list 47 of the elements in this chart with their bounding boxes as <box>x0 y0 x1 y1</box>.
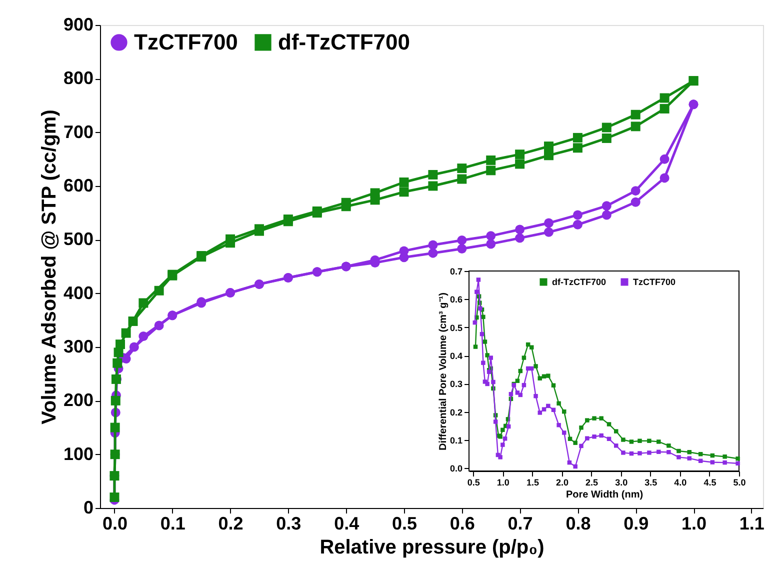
x-tick-label: 2.5 <box>586 478 598 488</box>
x-tick-label: 0.3 <box>276 514 302 534</box>
y-tick-label: 700 <box>63 122 94 142</box>
y-tick-label: 0 <box>83 498 94 518</box>
x-tick-label: 0.9 <box>624 514 649 534</box>
y-tick-label: 500 <box>63 229 94 250</box>
x-tick-label: 5.0 <box>733 478 746 488</box>
y-tick-label: 200 <box>63 390 94 410</box>
y-tick-label: 600 <box>63 176 94 196</box>
y-tick-label: 0.1 <box>450 436 462 446</box>
y-tick-label: 0.5 <box>450 322 462 333</box>
x-tick-label: 0.2 <box>218 514 244 534</box>
legend-label: TzCTF700 <box>134 29 238 54</box>
x-tick-label: 0.1 <box>160 514 186 534</box>
x-tick-label: 0.5 <box>392 514 418 534</box>
x-tick-label: 1.1 <box>739 514 764 534</box>
x-tick-label: 3.0 <box>615 478 628 488</box>
y-tick-label: 900 <box>63 14 94 34</box>
y-tick-label: 0.6 <box>450 294 462 305</box>
y-tick-label: 0.7 <box>450 266 462 276</box>
y-tick-label: 800 <box>63 68 94 88</box>
x-tick-label: 2.0 <box>556 478 569 488</box>
legend-label: df-TzCTF700 <box>552 276 606 287</box>
y-tick-label: 0.2 <box>450 407 462 418</box>
x-tick-label: 1.0 <box>682 514 707 534</box>
x-tick-label: 3.5 <box>644 478 658 488</box>
x-tick-label: 1.5 <box>526 478 539 488</box>
y-tick-label: 0.4 <box>450 351 462 362</box>
y-tick-label: 0.3 <box>450 379 462 390</box>
legend-label: df-TzCTF700 <box>278 29 410 54</box>
y-axis-title: Volume Adsorbed @ STP (cc/gm) <box>38 110 60 424</box>
y-tick-label: 100 <box>63 444 94 464</box>
legend-label: TzCTF700 <box>633 276 676 287</box>
x-axis-title: Pore Width (nm) <box>566 490 644 500</box>
x-tick-label: 4.5 <box>704 478 716 488</box>
x-tick-label: 0.4 <box>334 514 360 534</box>
x-tick-label: 0.7 <box>508 514 533 534</box>
y-tick-label: 0.0 <box>450 464 462 474</box>
y-axis-title: Differential Pore Volume (cm³ g⁻¹) <box>438 292 449 450</box>
y-tick-label: 300 <box>63 336 94 356</box>
x-axis-title: Relative pressure (p/p₀) <box>320 536 544 558</box>
x-tick-label: 4.0 <box>674 478 687 488</box>
x-tick-label: 0.5 <box>467 478 480 488</box>
x-tick-label: 0.8 <box>566 514 591 534</box>
y-tick-label: 400 <box>63 282 94 303</box>
x-tick-label: 0.0 <box>102 514 128 534</box>
x-tick-label: 1.0 <box>496 478 510 488</box>
